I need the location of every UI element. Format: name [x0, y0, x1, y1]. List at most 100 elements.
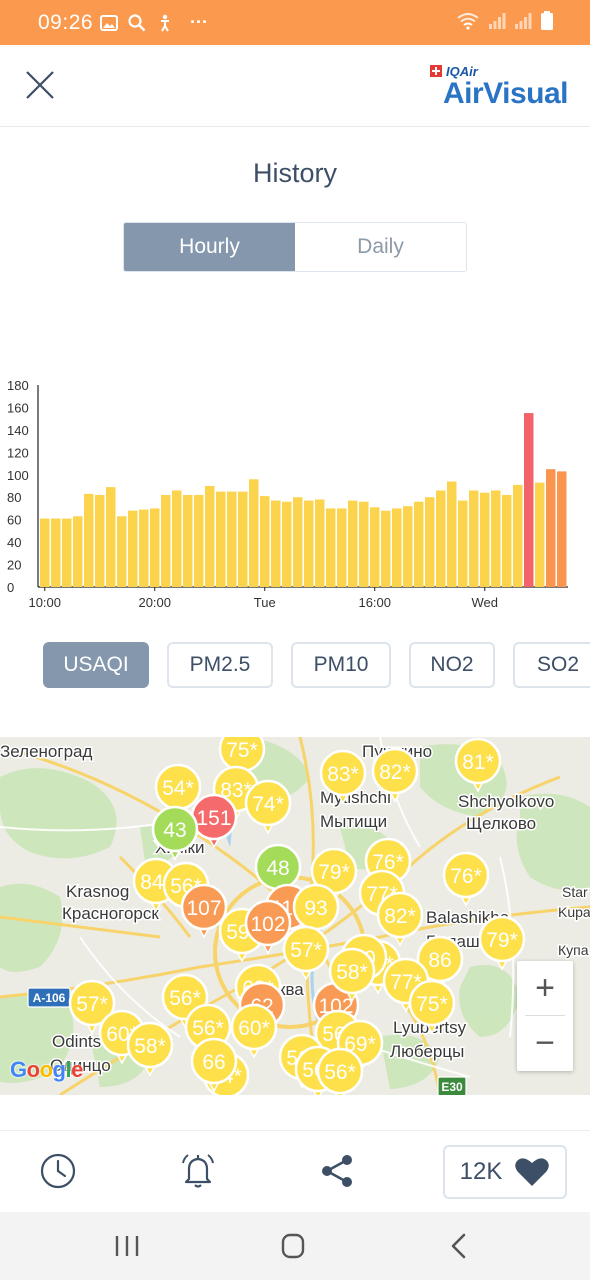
chart-bar[interactable] — [128, 510, 138, 587]
chart-bar[interactable] — [161, 494, 171, 587]
aqi-marker[interactable]: 82* — [371, 747, 419, 803]
chart-bar[interactable] — [84, 493, 94, 587]
tab-daily[interactable]: Daily — [295, 223, 466, 271]
tab-hourly[interactable]: Hourly — [124, 223, 295, 271]
pollutant-so2[interactable]: SO2 — [513, 642, 590, 688]
pollutant-no2[interactable]: NO2 — [409, 642, 495, 688]
aqi-marker[interactable]: 107 — [180, 883, 228, 939]
chart-bar[interactable] — [348, 500, 358, 587]
chart-bar[interactable] — [403, 506, 413, 587]
chart-bar[interactable] — [238, 491, 248, 587]
chart-bar[interactable] — [370, 507, 380, 587]
chart-bar[interactable] — [480, 492, 490, 587]
chart-bar[interactable] — [216, 491, 226, 587]
chart-bar[interactable] — [392, 508, 402, 587]
map-minor-roads — [0, 737, 515, 1078]
aqi-marker[interactable]: 83* — [319, 749, 367, 805]
chart-bar[interactable] — [469, 490, 479, 587]
home-icon[interactable] — [273, 1228, 313, 1264]
chart-bar[interactable] — [282, 501, 292, 587]
chart-bar[interactable] — [51, 518, 61, 587]
favorite-button[interactable]: 12K — [443, 1145, 567, 1199]
aqi-marker[interactable]: 76* — [442, 851, 490, 907]
chart-bar[interactable] — [524, 413, 534, 587]
aqi-marker-value: 82* — [379, 761, 411, 784]
chart-bar[interactable] — [249, 479, 259, 587]
chart-bar[interactable] — [227, 491, 237, 587]
chart-bar[interactable] — [139, 509, 149, 587]
zoom-in-button[interactable]: + — [535, 969, 555, 1007]
chart-bar[interactable] — [535, 482, 545, 587]
chart-bar[interactable] — [117, 516, 127, 587]
aqi-marker[interactable]: 54* — [154, 763, 202, 819]
chart-bar[interactable] — [172, 490, 182, 587]
aqi-marker[interactable]: 57* — [68, 979, 116, 1035]
chart-bar[interactable] — [40, 518, 50, 587]
aqi-map[interactable]: ЗеленоградПушкиноMytishchiМытищиShchyolk… — [0, 737, 590, 1095]
aqi-marker[interactable]: 43 — [151, 805, 199, 861]
pollutant-pm25[interactable]: PM2.5 — [167, 642, 273, 688]
share-icon[interactable] — [318, 1151, 358, 1191]
close-icon[interactable] — [22, 67, 58, 103]
chart-bar[interactable] — [271, 500, 281, 587]
zoom-out-button[interactable]: − — [535, 1024, 555, 1062]
chart-bar[interactable] — [205, 486, 215, 587]
chart-bar[interactable] — [546, 469, 556, 587]
chart-bar[interactable] — [62, 518, 72, 587]
aqi-marker[interactable]: 79* — [478, 915, 526, 971]
history-title: History — [252, 158, 337, 188]
chart-bar[interactable] — [502, 494, 512, 587]
chart-bar[interactable] — [491, 490, 501, 587]
chart-bar[interactable] — [260, 496, 270, 587]
aqi-marker[interactable]: 58* — [126, 1021, 174, 1077]
aqi-marker[interactable]: 56* — [316, 1047, 364, 1095]
chart-bar[interactable] — [326, 508, 336, 587]
chart-bar[interactable] — [183, 494, 193, 587]
back-icon[interactable] — [439, 1228, 479, 1264]
period-toggle: Hourly Daily — [123, 222, 467, 272]
chart-bar[interactable] — [425, 497, 435, 587]
chart-bar[interactable] — [458, 500, 468, 587]
aqi-marker-bubble — [442, 851, 490, 899]
chart-bar[interactable] — [194, 494, 204, 587]
aqi-marker-value: 48 — [266, 857, 289, 880]
chart-bar[interactable] — [95, 494, 105, 587]
chart-bar[interactable] — [359, 501, 369, 587]
chart-bar[interactable] — [293, 497, 303, 587]
aqi-marker[interactable]: 84* — [132, 857, 180, 913]
aqi-marker[interactable]: 60* — [230, 1003, 278, 1059]
aqi-marker[interactable]: 75* — [408, 979, 456, 1035]
chart-bar[interactable] — [513, 484, 523, 587]
aqi-marker[interactable]: 69* — [336, 1019, 384, 1075]
notification-bell-icon[interactable] — [178, 1151, 218, 1191]
aqi-marker[interactable]: 82* — [376, 891, 424, 947]
pollutant-pm10[interactable]: PM10 — [291, 642, 391, 688]
aqi-marker[interactable]: 74* — [244, 779, 292, 835]
chart-bar[interactable] — [381, 510, 391, 587]
aqi-marker[interactable]: 56* — [184, 1003, 232, 1059]
chart-bar[interactable] — [73, 516, 83, 587]
aqi-marker[interactable]: 77* — [382, 957, 430, 1013]
chart-bar[interactable] — [304, 500, 314, 587]
aqi-marker[interactable]: 56* — [161, 973, 209, 1029]
aqi-marker[interactable]: 81* — [454, 737, 502, 793]
chart-bar[interactable] — [150, 508, 160, 587]
aqi-marker[interactable]: 57* — [282, 925, 330, 981]
chart-bar[interactable] — [436, 490, 446, 587]
chart-bar[interactable] — [447, 481, 457, 587]
aqi-marker-bubble — [151, 805, 199, 853]
chart-bar[interactable] — [315, 499, 325, 587]
history-clock-icon[interactable] — [38, 1151, 78, 1191]
aqi-marker[interactable]: 58* — [328, 947, 376, 1003]
aqi-marker[interactable]: 86 — [416, 935, 464, 991]
pollutant-usaqi[interactable]: USAQI — [43, 642, 149, 688]
aqi-marker-bubble — [282, 925, 330, 973]
aqi-marker-bubble — [126, 1021, 174, 1069]
aqi-marker[interactable]: 102 — [244, 899, 292, 955]
chart-bar[interactable] — [337, 508, 347, 587]
chart-bar[interactable] — [414, 501, 424, 587]
chart-bar[interactable] — [557, 471, 567, 587]
chart-bar[interactable] — [106, 487, 116, 587]
recent-apps-icon[interactable] — [107, 1228, 147, 1264]
aqi-marker[interactable]: 66 — [190, 1037, 238, 1093]
